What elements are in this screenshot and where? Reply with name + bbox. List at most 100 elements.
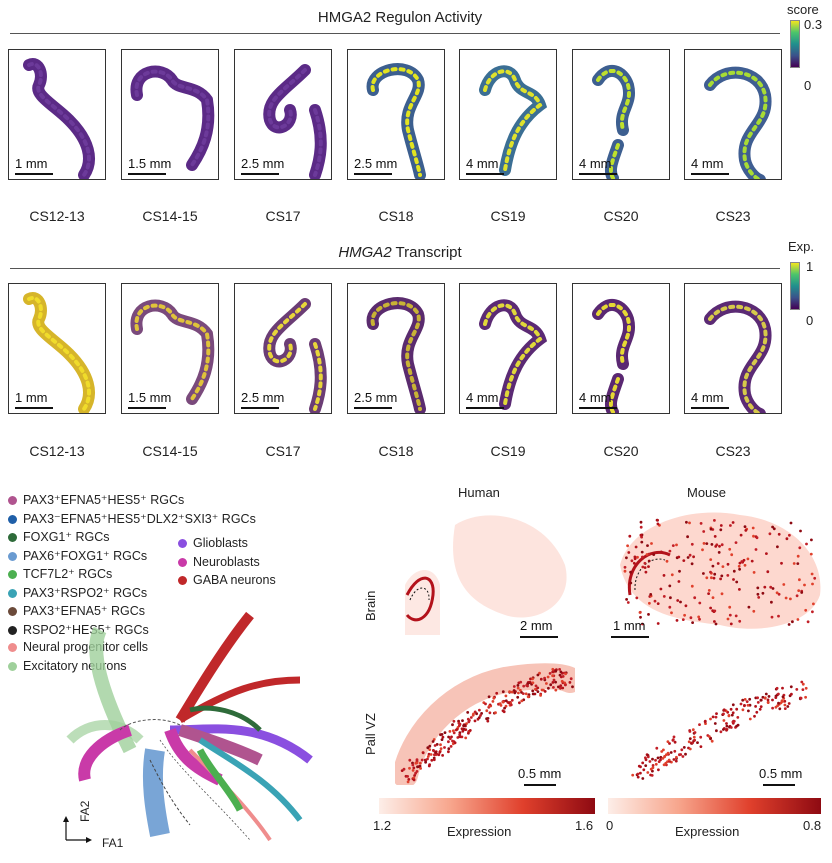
expression-dot xyxy=(627,551,631,554)
expression-dot xyxy=(651,766,655,770)
expression-dot xyxy=(646,755,650,759)
expression-dot xyxy=(656,522,660,526)
expression-dot xyxy=(796,562,800,565)
expression-dot xyxy=(641,565,645,569)
expression-dot xyxy=(691,728,695,732)
expression-dot xyxy=(552,686,555,689)
expression-dot xyxy=(713,620,716,623)
legend-item: TCF7L2⁺ RGCs xyxy=(8,566,112,581)
expression-dot xyxy=(665,559,669,563)
expression-dot xyxy=(510,698,514,702)
expression-dot xyxy=(789,521,793,525)
expression-dot xyxy=(722,708,726,712)
expression-dot xyxy=(745,700,749,703)
expression-dot xyxy=(675,543,678,547)
expression-dot xyxy=(534,684,538,688)
expression-dot xyxy=(434,751,437,754)
expression-dot xyxy=(498,702,502,705)
expression-dot xyxy=(458,735,462,739)
expression-dot xyxy=(675,619,679,622)
expression-dot xyxy=(488,704,491,708)
expression-dot xyxy=(461,719,464,722)
expression-dot xyxy=(639,771,642,775)
expression-dot xyxy=(636,772,640,776)
legend-label: TCF7L2⁺ RGCs xyxy=(23,567,113,581)
expression-dot xyxy=(519,688,522,692)
expression-dot xyxy=(801,682,805,686)
expression-dot xyxy=(406,775,409,778)
expression-dot xyxy=(492,696,496,700)
expression-dot xyxy=(720,574,724,578)
expression-dot xyxy=(775,686,779,690)
expression-dot xyxy=(667,758,671,762)
embedding-lineages xyxy=(66,611,313,842)
expression-dot xyxy=(748,717,752,721)
legend-label: PAX3⁻EFNA5⁺HES5⁺DLX2⁺SXI3⁺ RGCs xyxy=(23,511,256,526)
expression-dot xyxy=(406,780,410,784)
top-panel-cs17: 2.5 mm xyxy=(234,49,332,180)
expression-dot xyxy=(654,758,657,762)
expression-dot xyxy=(696,741,699,744)
expression-dot xyxy=(766,701,770,704)
expression-dot xyxy=(426,746,430,750)
expression-dot xyxy=(778,707,782,711)
expression-dot xyxy=(752,534,755,538)
expression-dot xyxy=(759,705,763,708)
expression-dot xyxy=(413,774,416,777)
expression-dot xyxy=(473,719,477,723)
legend-swatch xyxy=(8,570,17,580)
expression-dot xyxy=(484,702,487,706)
scale-bar xyxy=(579,173,617,175)
expression-dot xyxy=(767,695,771,698)
legend-label: Neuroblasts xyxy=(193,554,260,569)
expression-dot xyxy=(525,684,528,687)
tissue-section-shape xyxy=(479,65,548,176)
expression-dot xyxy=(736,716,740,719)
expression-dot xyxy=(714,545,718,548)
expression-dot xyxy=(783,707,787,710)
expression-dot xyxy=(673,749,677,753)
expression-dot xyxy=(687,740,691,744)
legend-label: FOXG1⁺ RGCs xyxy=(23,530,110,544)
expression-dot xyxy=(455,728,459,731)
legend-label: RSPO2⁺HES5⁺ RGCs xyxy=(23,622,149,637)
expression-dot xyxy=(429,753,433,756)
expression-dot xyxy=(503,706,506,710)
expression-dot xyxy=(791,620,794,624)
expression-dot xyxy=(772,527,776,531)
expression-dot xyxy=(657,768,660,772)
expression-dot xyxy=(713,722,717,725)
expression-dot xyxy=(551,670,555,674)
expression-dot xyxy=(548,672,552,675)
middle-panel-cs19: 4 mm xyxy=(459,283,557,414)
expression-dot xyxy=(783,699,787,703)
mouse-expression-gradient xyxy=(608,798,821,814)
expression-dot xyxy=(623,569,627,573)
expression-dot xyxy=(452,719,456,723)
score-colorbar xyxy=(790,20,800,68)
stage-label: CS14-15 xyxy=(142,443,198,459)
expression-dot xyxy=(441,754,444,757)
score-colorbar-title: score xyxy=(787,2,819,17)
expression-dot xyxy=(563,681,567,685)
expression-dot xyxy=(792,562,796,565)
expression-dot xyxy=(811,582,814,586)
expression-dot xyxy=(735,707,739,711)
expression-dot xyxy=(539,694,542,697)
expression-dot xyxy=(516,684,520,687)
expression-dot xyxy=(440,738,444,741)
expression-dot xyxy=(731,711,735,715)
expression-dot xyxy=(672,735,676,739)
expression-dot xyxy=(709,558,713,561)
scale-bar xyxy=(15,407,53,409)
expression-dot xyxy=(629,570,632,574)
expression-dot xyxy=(718,544,721,548)
expression-dot xyxy=(742,558,746,562)
expression-dot xyxy=(461,729,465,733)
mouse-expression-max: 0.8 xyxy=(803,818,822,833)
expression-dot xyxy=(487,695,491,699)
expression-dot xyxy=(527,693,531,696)
expression-dot xyxy=(810,538,813,542)
expression-dot xyxy=(677,580,681,583)
tissue-section-shape xyxy=(704,66,772,179)
